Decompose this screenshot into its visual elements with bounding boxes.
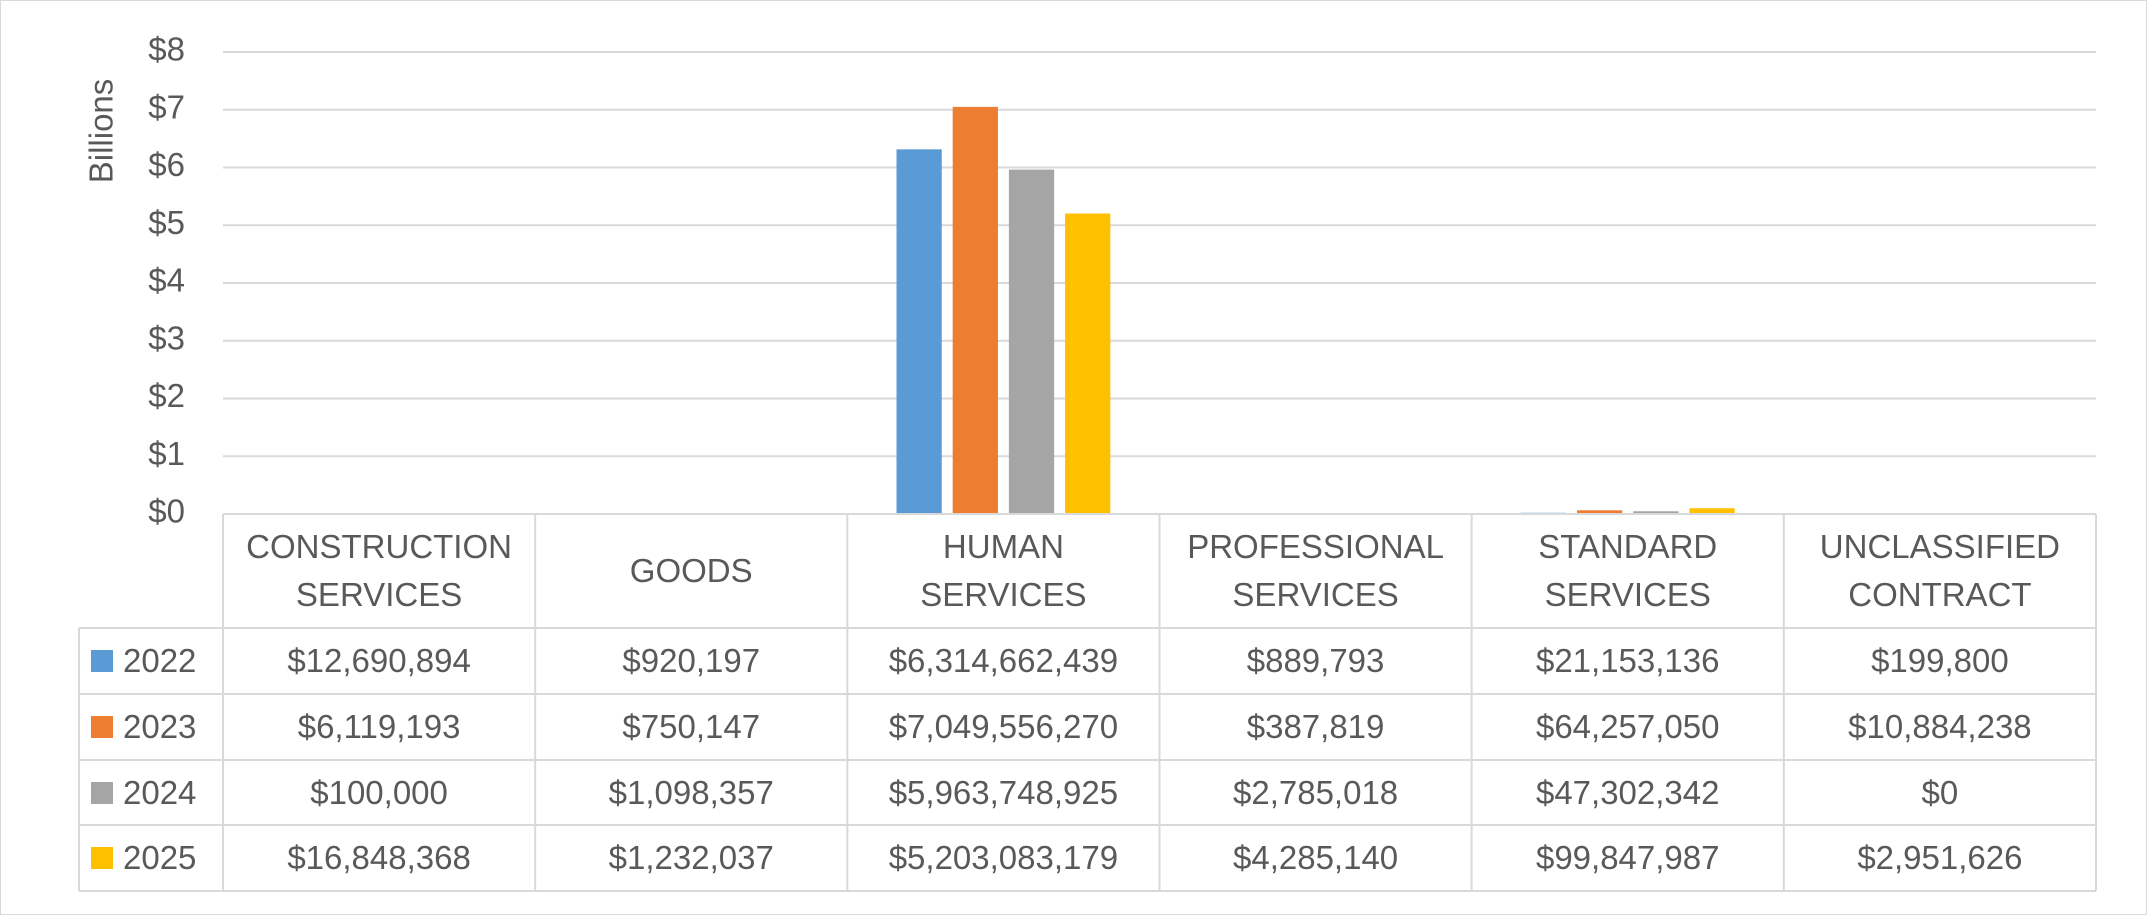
table-value: $10,884,238	[1848, 708, 2032, 745]
legend-entry: 2025	[79, 825, 223, 891]
bar	[1633, 511, 1679, 514]
category-header: GOODS	[629, 552, 753, 589]
table-value: $2,785,018	[1232, 773, 1399, 811]
table-value: $5,203,083,179	[888, 839, 1119, 876]
y-tick-label: $8	[148, 31, 185, 68]
table-value: $21,153,136	[1535, 642, 1720, 679]
category-header: PROFESSIONAL SERVICES	[1187, 528, 1444, 613]
y-axis-label: Billions	[83, 79, 120, 184]
bar	[896, 149, 942, 514]
bar	[1689, 508, 1735, 514]
table-value: $6,314,662,439	[888, 642, 1119, 679]
category-header: CONSTRUCTION SERVICES	[246, 528, 512, 613]
table-value: $100,000	[310, 773, 448, 811]
y-tick-label: $5	[148, 204, 185, 241]
table-value: $750,147	[622, 708, 761, 745]
bar	[1065, 213, 1111, 514]
table-value: $4,285,140	[1232, 839, 1399, 876]
y-tick-label: $3	[148, 319, 185, 356]
category-header: STANDARD SERVICES	[1538, 528, 1718, 613]
legend-entry: 2022	[79, 628, 223, 694]
legend-entry: 2023	[79, 694, 223, 760]
legend-swatch	[91, 781, 113, 804]
legend-label: 2024	[123, 773, 197, 811]
table-value: $920,197	[622, 642, 761, 679]
table-value: $64,257,050	[1535, 708, 1720, 745]
table-value: $889,793	[1246, 642, 1385, 679]
table-value: $2,951,626	[1857, 839, 2023, 876]
legend-entry: 2024	[79, 760, 223, 825]
category-header: HUMAN SERVICES	[920, 528, 1087, 613]
table-value: $7,049,556,270	[888, 708, 1119, 745]
legend-label: 2025	[123, 839, 197, 876]
table-value: $6,119,193	[297, 708, 461, 745]
table-value: $47,302,342	[1535, 773, 1720, 811]
y-tick-label: $0	[148, 493, 185, 530]
y-tick-label: $7	[148, 88, 185, 125]
table-value: $199,800	[1871, 642, 2009, 679]
table-value: $1,232,037	[608, 839, 774, 876]
y-tick-label: $4	[148, 262, 185, 299]
table-value: $99,847,987	[1535, 839, 1720, 876]
legend-swatch	[91, 716, 113, 738]
category-header: UNCLASSIFIED CONTRACT	[1819, 528, 2061, 613]
table-value: $0	[1921, 773, 1959, 811]
table-value: $1,098,357	[608, 773, 774, 811]
legend-swatch	[91, 847, 113, 869]
table-value: $16,848,368	[287, 839, 471, 876]
bar	[1577, 510, 1623, 514]
table-value: $5,963,748,925	[888, 773, 1119, 811]
bar	[952, 106, 998, 514]
y-tick-label: $2	[148, 377, 185, 414]
y-tick-label: $6	[148, 146, 185, 183]
legend-label: 2023	[123, 708, 197, 745]
y-tick-label: $1	[148, 435, 185, 472]
table-value: $387,819	[1246, 708, 1385, 745]
legend-swatch	[91, 650, 113, 672]
bar	[1008, 169, 1055, 514]
table-value: $12,690,894	[287, 642, 471, 679]
legend-label: 2022	[123, 642, 197, 679]
